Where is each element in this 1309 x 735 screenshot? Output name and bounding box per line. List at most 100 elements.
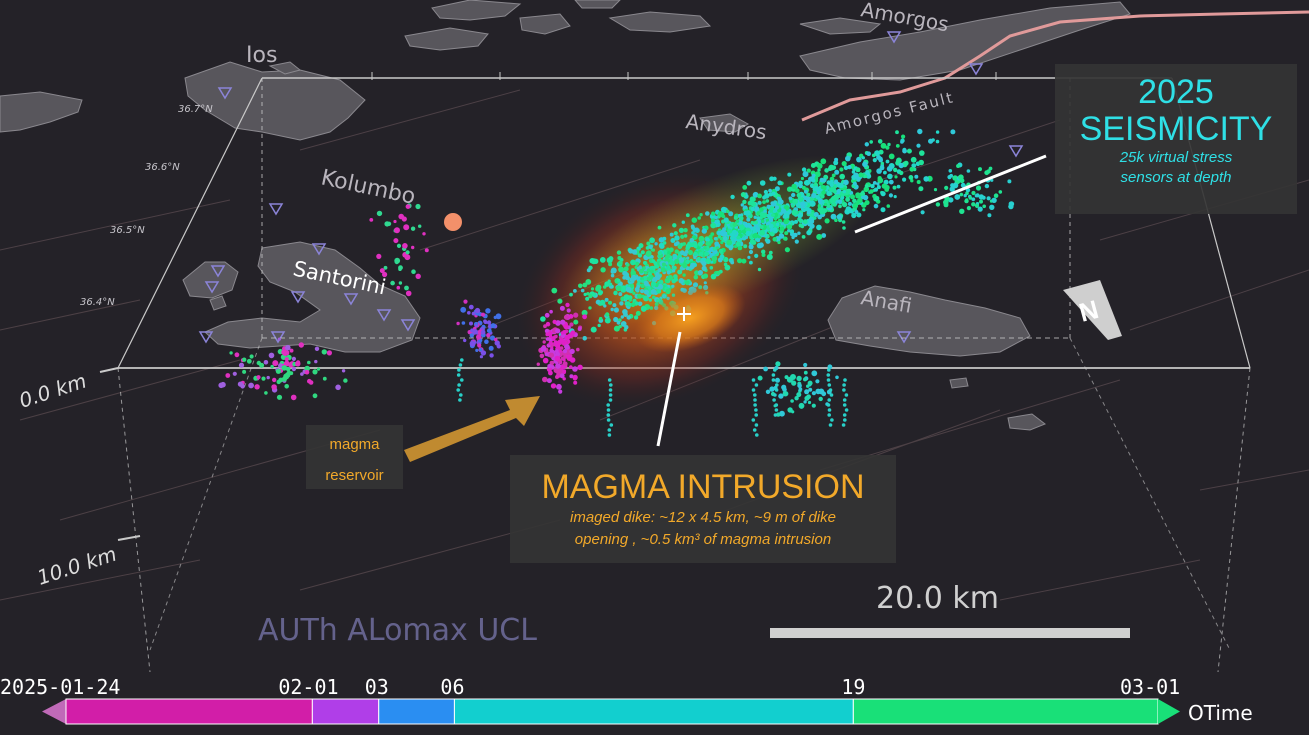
earthquake-point [322,376,327,381]
earthquake-point [569,292,573,297]
earthquake-point [911,163,917,169]
earthquake-point [376,210,383,217]
earthquake-point [658,279,664,285]
earthquake-point [732,230,737,234]
earthquake-point [271,384,277,390]
earthquake-point [545,321,551,327]
earthquake-point [699,213,703,217]
earthquake-point [769,231,775,237]
north-island-4 [608,11,712,33]
earthquake-point [829,393,834,397]
earthquake-point [919,150,925,156]
earthquake-point [791,209,798,216]
earthquake-point [824,218,830,224]
earthquake-point [730,260,735,265]
earthquake-point [672,223,677,228]
earthquake-point [376,253,382,259]
earthquake-point [718,211,725,218]
earthquake-point [831,173,836,178]
earthquake-point [910,179,914,183]
colorbar-tick-label: 19 [841,675,865,699]
earthquake-point [775,383,779,387]
earthquake-point [612,303,617,308]
earthquake-point [749,239,754,244]
earthquake-point [955,179,961,184]
earthquake-point [566,308,571,313]
earthquake-point [560,319,566,325]
earthquake-point [638,243,644,249]
earthquake-point [410,226,416,231]
earthquake-point [869,189,874,194]
earthquake-point [754,408,758,412]
earthquake-point [982,204,986,209]
earthquake-point [694,227,699,232]
earthquake-point [559,373,565,379]
earthquake-point [836,214,842,220]
earthquake-point [817,204,822,208]
earthquake-point [484,339,489,345]
earthquake-point [673,274,678,279]
earthquake-point [824,199,829,204]
earthquake-point [956,164,961,168]
earthquake-point [917,128,923,135]
colorbar-segment [311,698,380,725]
earthquake-point [845,188,851,194]
earthquake-point [737,245,743,251]
earthquake-point [560,331,565,335]
earthquake-point [604,317,611,324]
earthquake-point [741,258,747,264]
earthquake-point [935,139,940,144]
earthquake-point [542,376,548,383]
earthquake-point [569,357,576,363]
earthquake-point [634,286,640,292]
earthquake-point [628,298,632,302]
earthquake-point [826,373,831,377]
earthquake-point [586,268,591,273]
earthquake-point [551,336,556,341]
earthquake-point [914,174,919,179]
earthquake-point [701,265,707,271]
earthquake-point [749,196,756,202]
earthquake-point [549,309,553,314]
earthquake-point [751,418,756,422]
earthquake-point [773,413,778,417]
earthquake-point [715,270,721,276]
earthquake-point [542,357,549,364]
earthquake-point [746,180,752,186]
santorini-island [204,241,421,353]
earthquake-point [555,328,561,334]
earthquake-point [479,355,483,359]
earthquake-point [569,348,575,355]
earthquake-point [851,212,857,219]
earthquake-point [757,267,762,272]
earthquake-point [746,217,751,222]
earthquake-point [702,273,709,279]
earthquake-point [632,291,636,295]
earthquake-point [229,351,233,355]
earthquake-point [618,324,622,329]
earthquake-point [709,266,714,270]
earthquake-point [488,345,494,351]
colorbar-segment [852,698,1159,725]
earthquake-point [803,377,807,382]
earthquake-point [616,250,622,255]
earthquake-point [788,196,793,201]
earthquake-point [284,372,291,378]
earthquake-point [842,189,846,194]
anydros-island [699,113,749,133]
earthquake-point [874,150,881,157]
earthquake-point [496,344,501,349]
earthquake-point [715,246,720,250]
earthquake-point [815,388,821,395]
earthquake-point [552,319,557,324]
colorbar-tick-label: 02-01 [278,675,338,699]
earthquake-point [806,230,812,236]
earthquake-point [808,176,814,182]
earthquake-point [661,262,666,267]
lat-label-36-6: 36.6°N [145,162,180,173]
earthquake-point [752,233,758,239]
earthquake-point [674,258,680,264]
reservoir-line-2: reservoir [325,467,384,484]
earthquake-point [752,191,759,198]
earthquake-point [599,299,606,306]
